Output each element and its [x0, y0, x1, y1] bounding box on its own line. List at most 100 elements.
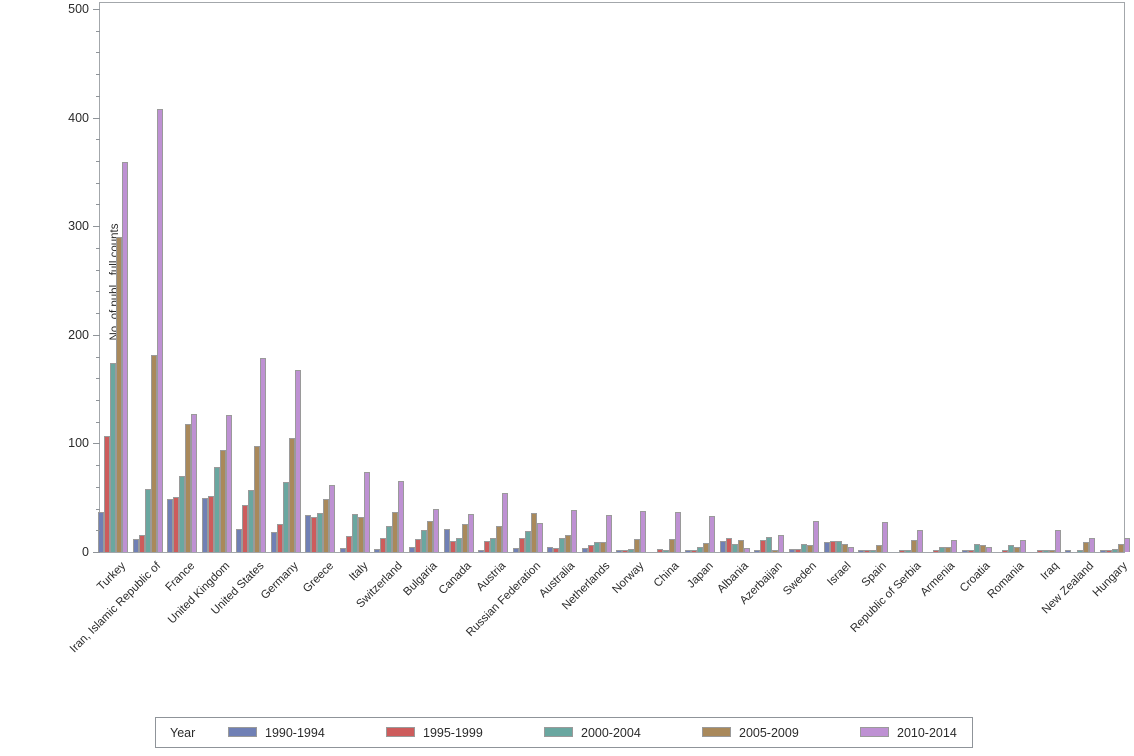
y-axis-major-tick	[93, 335, 100, 336]
x-axis-category-label: Romania	[985, 560, 1027, 602]
y-axis-minor-tick	[96, 139, 100, 140]
bar	[357, 517, 364, 552]
bar	[766, 537, 773, 552]
y-axis-minor-tick	[96, 291, 100, 292]
bar	[622, 550, 629, 552]
bar	[656, 549, 663, 552]
x-axis-category-label: Bulgaria	[401, 560, 440, 599]
bar	[132, 539, 139, 552]
legend-swatch-2000-2004	[544, 727, 573, 737]
y-axis-minor-tick	[96, 487, 100, 488]
bar	[1083, 542, 1090, 552]
bar	[201, 498, 208, 552]
y-axis-major-tick	[93, 443, 100, 444]
bar	[270, 532, 277, 552]
bar	[731, 544, 738, 552]
bar	[455, 538, 462, 552]
bar	[1077, 550, 1084, 552]
bar	[530, 513, 537, 552]
bar	[248, 490, 255, 552]
x-axis-category-label: Greece	[300, 560, 336, 596]
y-axis-minor-tick	[96, 161, 100, 162]
bar	[668, 539, 675, 552]
bar	[294, 370, 301, 552]
bar	[581, 548, 588, 552]
bar	[823, 542, 830, 552]
bar-group-japan	[685, 3, 716, 552]
bar	[547, 547, 554, 552]
bar	[813, 521, 819, 552]
bar	[743, 548, 750, 552]
bar	[634, 539, 641, 552]
x-axis-category-label: Italy	[346, 560, 371, 584]
bar	[565, 535, 572, 552]
bar	[219, 450, 226, 552]
bar	[945, 547, 952, 552]
x-axis-category-label: Spain	[859, 560, 889, 590]
bar	[363, 472, 370, 552]
y-axis-minor-tick	[96, 313, 100, 314]
x-axis-category-label: United Kingdom	[165, 560, 233, 627]
bar-group-spain	[858, 3, 889, 552]
bar	[185, 424, 192, 552]
x-axis-category-label: Canada	[437, 560, 474, 597]
bar	[461, 524, 468, 552]
bar	[1020, 540, 1027, 552]
bar	[967, 550, 974, 552]
bar-group-norway	[616, 3, 647, 552]
bar	[1099, 550, 1106, 552]
bar	[323, 499, 330, 552]
bar	[807, 545, 813, 552]
y-axis-minor-tick	[96, 357, 100, 358]
bar-group-bulgaria	[408, 3, 439, 552]
bar	[339, 548, 346, 552]
bar-group-albania	[719, 3, 750, 552]
bar	[691, 550, 698, 552]
y-axis-minor-tick	[96, 270, 100, 271]
bar-group-russian-federation	[512, 3, 543, 552]
bar	[110, 363, 116, 552]
bar	[392, 512, 399, 552]
bar	[414, 539, 421, 552]
bar	[98, 512, 104, 552]
bar	[870, 550, 877, 552]
bar	[760, 540, 767, 552]
bar	[150, 355, 157, 552]
bar	[961, 550, 968, 552]
y-axis-minor-tick	[96, 509, 100, 510]
bar	[156, 109, 163, 552]
bar	[778, 535, 785, 552]
bar	[144, 489, 151, 552]
bar	[1036, 550, 1043, 552]
bar-group-israel	[823, 3, 854, 552]
bar	[420, 530, 427, 552]
bar	[1065, 550, 1072, 552]
bar	[345, 536, 352, 552]
bar	[933, 550, 940, 552]
legend-label: 2000-2004	[581, 726, 641, 740]
y-axis-tick-label: 0	[82, 545, 89, 559]
x-axis-category-label: Israel	[825, 560, 854, 589]
bar	[829, 541, 836, 552]
bar	[685, 550, 692, 552]
bar	[697, 547, 704, 552]
bar	[138, 535, 145, 552]
y-axis-minor-tick	[96, 400, 100, 401]
bar-group-iraq	[1031, 3, 1061, 552]
bar	[571, 510, 578, 552]
bar	[985, 547, 992, 552]
bar	[1048, 550, 1055, 552]
bar-group-united-states	[236, 3, 267, 552]
bar	[1054, 530, 1061, 552]
bar	[380, 538, 387, 552]
bar	[116, 237, 122, 552]
y-axis-major-tick	[93, 118, 100, 119]
bar	[587, 545, 594, 552]
bar	[426, 521, 433, 552]
x-axis-category-label: Germany	[259, 560, 302, 602]
bar	[979, 545, 986, 552]
bar-group-china	[651, 3, 681, 552]
bar	[329, 485, 336, 552]
bar	[386, 526, 393, 552]
bar-group-turkey	[98, 3, 128, 552]
